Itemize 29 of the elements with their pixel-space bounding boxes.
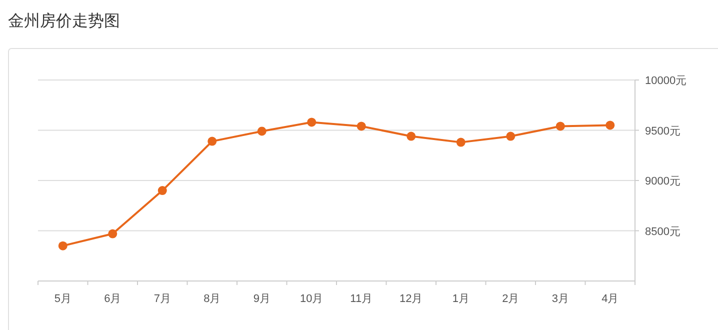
x-tick-label: 7月 bbox=[154, 293, 171, 305]
point bbox=[556, 122, 565, 131]
x-tick-label: 1月 bbox=[452, 293, 470, 305]
point bbox=[606, 120, 615, 130]
point bbox=[506, 132, 516, 141]
x-tick-label: 12月 bbox=[400, 293, 423, 305]
x-tick-label: 5月 bbox=[54, 293, 72, 305]
point bbox=[208, 136, 217, 146]
y-tick-label: 8500元 bbox=[645, 226, 680, 238]
x-tick-label: 8月 bbox=[204, 293, 221, 305]
point bbox=[257, 126, 266, 136]
point bbox=[307, 118, 316, 127]
point bbox=[456, 138, 466, 147]
x-tick-label: 10月 bbox=[300, 293, 324, 305]
x-tick-label: 9月 bbox=[253, 293, 270, 305]
point bbox=[108, 229, 118, 238]
y-tick-label: 9000元 bbox=[645, 176, 680, 188]
x-tick-label: 3月 bbox=[552, 293, 569, 305]
y-tick-label: 10000元 bbox=[645, 75, 687, 87]
x-tick-label: 4月 bbox=[602, 293, 619, 305]
point bbox=[356, 122, 366, 131]
x-tick-label: 6月 bbox=[104, 293, 122, 305]
x-tick-label: 11月 bbox=[350, 293, 373, 305]
point bbox=[406, 132, 416, 141]
x-tick-label: 2月 bbox=[502, 293, 520, 305]
point bbox=[158, 186, 167, 196]
chart-title: 金州房价走势图 bbox=[8, 12, 120, 30]
y-tick-label: 9500元 bbox=[645, 125, 680, 138]
point bbox=[58, 241, 68, 250]
